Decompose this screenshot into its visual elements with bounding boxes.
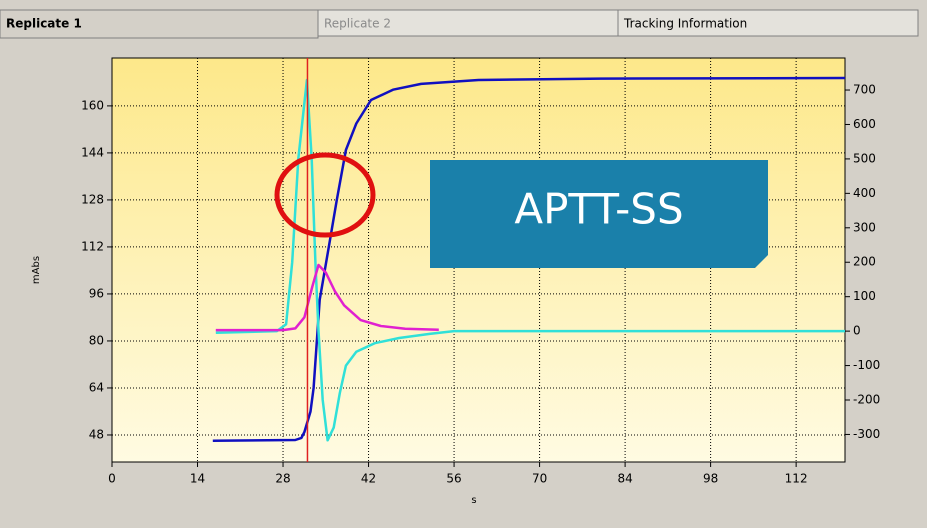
y-tick-label: 80 xyxy=(89,333,104,347)
tab[interactable] xyxy=(617,9,919,37)
x-tick-label: 42 xyxy=(361,472,376,486)
x-tick-label: 84 xyxy=(617,472,632,486)
y2-tick-label: -200 xyxy=(853,393,880,407)
x-tick-label: 28 xyxy=(275,472,290,486)
y2-tick-label: 700 xyxy=(853,83,876,97)
line-series xyxy=(212,76,846,443)
x-tick-label: 98 xyxy=(703,472,718,486)
tab-label[interactable]: Replicate 1 xyxy=(6,17,82,31)
y-tick-label: 160 xyxy=(81,98,104,112)
line-series xyxy=(215,78,845,442)
y2-tick-label: 100 xyxy=(853,289,876,303)
x-tick-label: 70 xyxy=(532,472,547,486)
x-tick-label: 14 xyxy=(190,472,205,486)
x-axis-label: s xyxy=(471,495,476,506)
y-tick-label: 96 xyxy=(89,286,104,300)
y-axis-label: mAbs xyxy=(31,256,42,284)
y2-tick-label: 500 xyxy=(853,151,876,165)
highlight-circle xyxy=(274,152,376,238)
tab-label[interactable]: Replicate 2 xyxy=(324,17,391,31)
y2-tick-label: 600 xyxy=(853,117,876,131)
y2-tick-label: -300 xyxy=(853,427,880,441)
line-series xyxy=(215,263,439,332)
x-tick-label: 0 xyxy=(108,472,116,486)
tab[interactable] xyxy=(0,9,319,39)
y-tick-label: 144 xyxy=(81,145,104,159)
annotation-box xyxy=(430,160,768,268)
y-tick-label: 48 xyxy=(89,427,104,441)
y2-tick-label: -100 xyxy=(853,358,880,372)
marks xyxy=(212,58,846,462)
tab-label[interactable]: Tracking Information xyxy=(623,17,747,31)
y-tick-label: 112 xyxy=(81,239,104,253)
tab[interactable] xyxy=(317,9,619,37)
y2-tick-label: 0 xyxy=(853,324,861,338)
x-tick-label: 56 xyxy=(446,472,461,486)
y-tick-label: 64 xyxy=(89,380,104,394)
x-tick-label: 112 xyxy=(785,472,808,486)
y2-tick-label: 400 xyxy=(853,186,876,200)
y-tick-label: 128 xyxy=(81,192,104,206)
annotation-label: APTT-SS xyxy=(514,185,683,234)
y2-tick-label: 300 xyxy=(853,220,876,234)
y2-tick-label: 200 xyxy=(853,255,876,269)
